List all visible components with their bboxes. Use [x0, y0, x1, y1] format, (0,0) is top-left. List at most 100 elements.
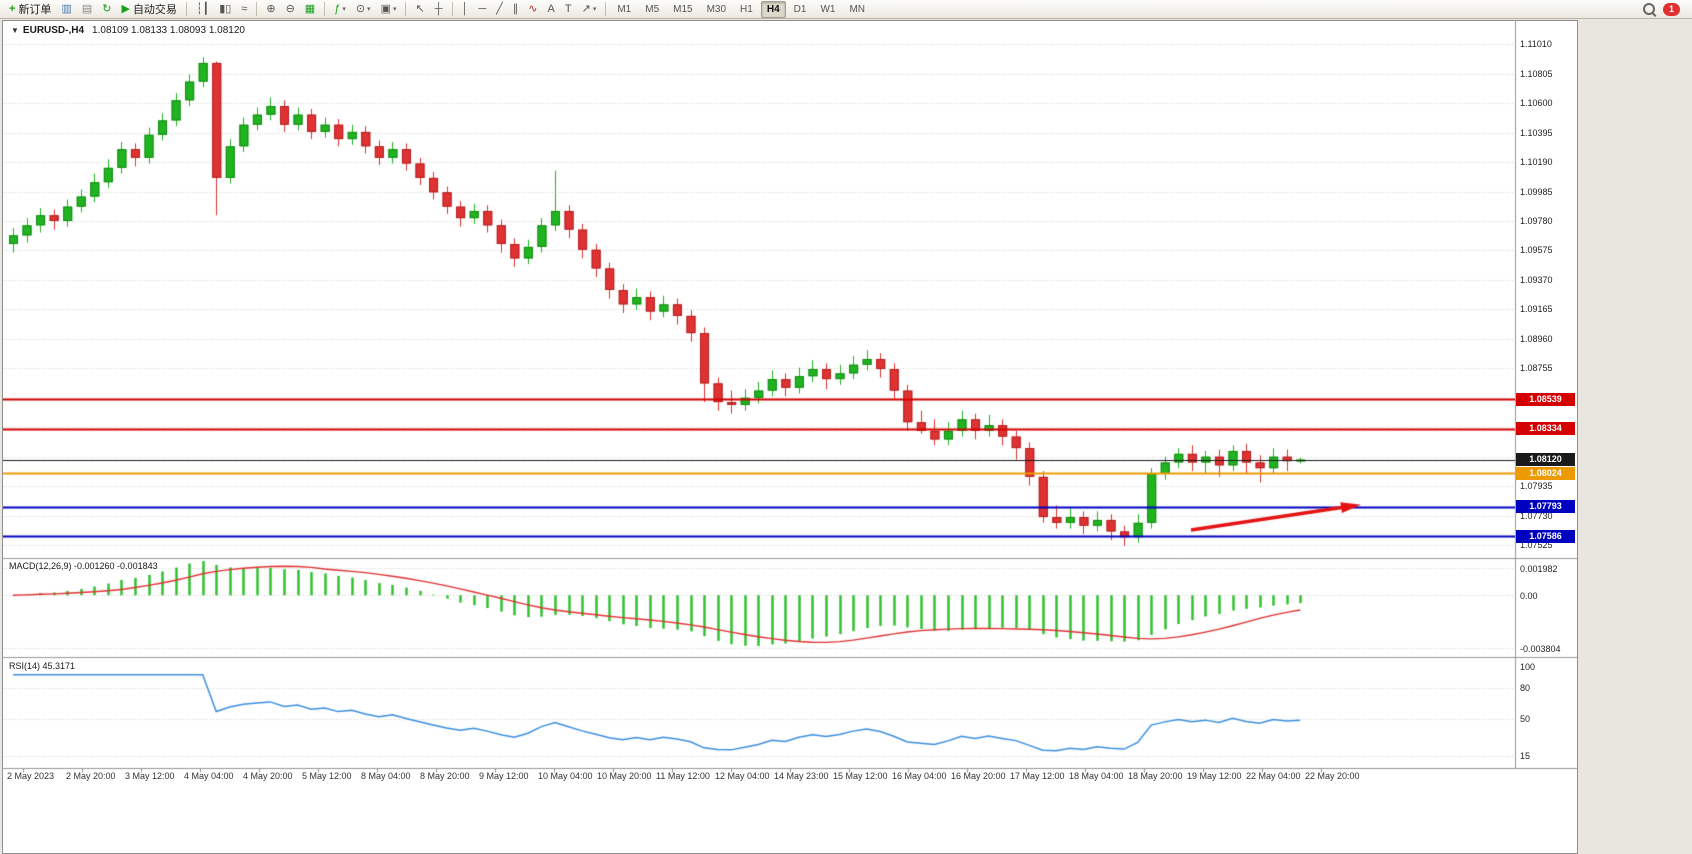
price-axis-tick: 1.11010: [1520, 39, 1552, 50]
charts-button[interactable]: ▥: [57, 0, 75, 18]
zoom-in-button[interactable]: ⊕: [262, 0, 279, 18]
zoom-out-icon: ⊖: [285, 2, 295, 15]
price-level-badge: 1.08334: [1516, 422, 1575, 436]
refresh-button[interactable]: ↻: [98, 0, 115, 18]
price-axis-tick: 1.10600: [1520, 98, 1553, 109]
profiles-button[interactable]: ▤: [78, 0, 96, 18]
crosshair-button[interactable]: ┼: [431, 0, 447, 18]
line-chart-icon: ≈: [241, 2, 248, 15]
templates-icon: ▣: [380, 2, 391, 15]
bar-chart-icon: ┆┃: [195, 2, 210, 15]
time-axis-label: 15 May 12:00: [833, 771, 888, 781]
profiles-icon: ▤: [81, 2, 93, 15]
price-chart-canvas[interactable]: [3, 21, 1577, 853]
time-axis-label: 8 May 20:00: [420, 771, 470, 781]
templates-button[interactable]: ▣ ▾: [377, 0, 401, 18]
text-label-button[interactable]: T: [561, 0, 576, 18]
cursor-button[interactable]: ↖: [411, 0, 428, 18]
tf-m5-button[interactable]: M5: [645, 3, 660, 15]
tf-m15-button[interactable]: M15: [673, 3, 693, 15]
refresh-icon: ↻: [102, 2, 112, 15]
price-level-badge: 1.07793: [1516, 500, 1575, 514]
periods-caret-icon: ▾: [367, 6, 371, 13]
new-order-icon: +: [9, 2, 16, 15]
indicators-button[interactable]: ƒ ▾: [330, 0, 350, 18]
price-level-badge: 1.07586: [1516, 529, 1575, 543]
current-price-badge: 1.08120: [1516, 453, 1575, 467]
arrows-button[interactable]: ↗ ▾: [578, 0, 601, 18]
macd-axis-tick: 0.00: [1520, 591, 1538, 602]
tf-h4-button[interactable]: H4: [760, 0, 786, 18]
vertical-line-icon: │: [461, 2, 469, 15]
price-axis-tick: 1.07935: [1520, 481, 1553, 492]
bar-chart-button[interactable]: ┆┃: [192, 0, 213, 18]
periods-icon: ⊙: [355, 2, 366, 15]
time-axis-label: 9 May 12:00: [479, 771, 529, 781]
toolbar-separator: [324, 2, 326, 16]
price-axis-tick: 1.10805: [1520, 68, 1553, 79]
templates-caret-icon: ▾: [392, 6, 397, 13]
text-label-icon: T: [564, 2, 572, 15]
arrows-icon: ↗: [581, 2, 591, 15]
text-icon: A: [547, 2, 555, 15]
toolbar-separator: [256, 2, 258, 16]
price-level-badge: 1.08024: [1516, 466, 1575, 480]
time-axis-label: 5 May 12:00: [302, 771, 352, 781]
price-axis-tick: 1.09165: [1520, 304, 1553, 315]
price-axis-tick: 1.07730: [1520, 510, 1553, 521]
tf-m30-button[interactable]: M30: [706, 3, 727, 15]
auto-trading-label: 自动交易: [132, 4, 177, 16]
time-axis-label: 22 May 20:00: [1305, 771, 1360, 781]
horizontal-line-icon: ─: [478, 2, 487, 15]
candlestick-chart-icon: ▮▯: [219, 2, 232, 15]
price-axis-tick: 1.09780: [1520, 216, 1553, 227]
tile-windows-button[interactable]: ▦: [301, 0, 319, 18]
horizontal-line-button[interactable]: ─: [474, 0, 490, 18]
toolbar-separator: [405, 2, 407, 16]
vertical-line-button[interactable]: │: [458, 0, 473, 18]
rsi-axis-tick: 50: [1520, 714, 1531, 725]
price-axis-tick: 1.08960: [1520, 333, 1553, 344]
notification-badge[interactable]: 1: [1663, 2, 1680, 16]
price-axis-tick: 1.09370: [1520, 274, 1553, 285]
time-axis-label: 2 May 20:00: [66, 771, 116, 781]
channel-icon: ∥: [512, 2, 519, 15]
time-axis-label: 4 May 04:00: [184, 771, 234, 781]
time-axis-label: 18 May 04:00: [1069, 771, 1124, 781]
tf-h1-button[interactable]: H1: [740, 3, 753, 15]
search-icon[interactable]: [1643, 3, 1655, 15]
tf-w1-button[interactable]: W1: [820, 3, 836, 15]
collapse-triangle-icon[interactable]: ▼: [11, 26, 19, 35]
toolbar-separator: [451, 2, 453, 16]
text-button[interactable]: A: [544, 0, 559, 18]
price-axis-tick: 1.10395: [1520, 127, 1553, 138]
time-axis-label: 22 May 04:00: [1246, 771, 1301, 781]
toolbar-right: 1: [1643, 2, 1688, 16]
time-axis-label: 18 May 20:00: [1128, 771, 1183, 781]
price-axis-tick: 1.07525: [1520, 540, 1553, 551]
crosshair-icon: ┼: [434, 2, 443, 15]
channel-button[interactable]: ∥: [509, 0, 523, 18]
tf-d1-button[interactable]: D1: [793, 3, 807, 15]
tf-m1-button[interactable]: M1: [617, 3, 632, 15]
auto-trading-button[interactable]: ▶ 自动交易: [117, 0, 180, 18]
chart-symbol-period: EURUSD-,H4: [22, 25, 85, 36]
trendline-button[interactable]: ╱: [492, 0, 507, 18]
candlestick-chart-button[interactable]: ▮▯: [215, 0, 235, 18]
time-axis-label: 2 May 2023: [7, 771, 55, 781]
toolbar-buttons: + 新订单 ▥ ▤ ↻ ▶ 自动交易 ┆┃ ▮▯ ≈ ⊕ ⊖ ▦ ƒ ▾ ⊙ ▾ ▣ ▾ ↖ ┼ │ ─ ╱ ∥ ∿ A T ↗ ▾ M1 M…: [4, 0, 872, 18]
rsi-axis-tick: 100: [1520, 662, 1536, 673]
new-order-button[interactable]: + 新订单: [5, 0, 55, 18]
time-axis-label: 4 May 20:00: [243, 771, 293, 781]
fibonacci-button[interactable]: ∿: [524, 0, 541, 18]
line-chart-button[interactable]: ≈: [237, 0, 251, 18]
rsi-axis-tick: 15: [1520, 750, 1531, 761]
periods-button[interactable]: ⊙ ▾: [352, 0, 375, 18]
price-axis-tick: 1.09985: [1520, 186, 1553, 197]
time-axis-label: 3 May 12:00: [125, 771, 175, 781]
tf-mn-button[interactable]: MN: [849, 3, 865, 15]
price-axis-tick: 1.10190: [1520, 157, 1553, 168]
zoom-out-button[interactable]: ⊖: [282, 0, 299, 18]
chart-ohlc-values: 1.08109 1.08133 1.08093 1.08120: [92, 25, 245, 36]
